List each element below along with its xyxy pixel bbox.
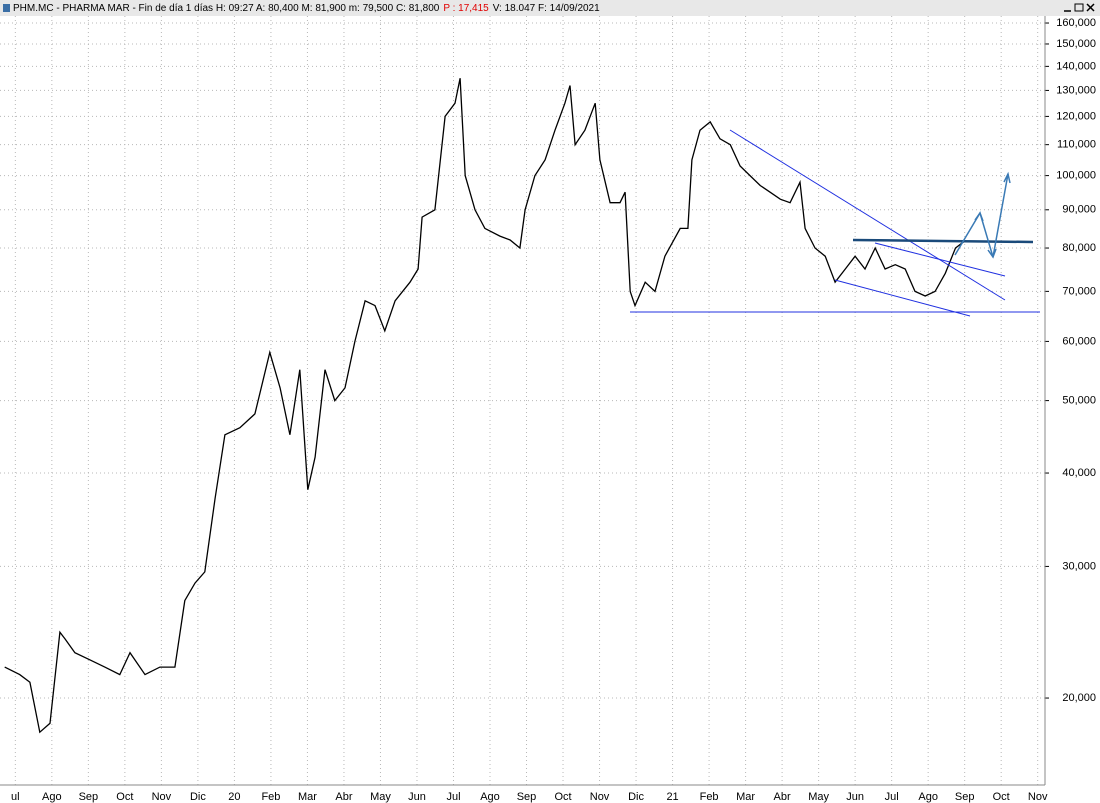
price-line bbox=[4, 78, 966, 734]
x-tick-label: Feb bbox=[700, 791, 719, 803]
x-tick-label: Oct bbox=[116, 791, 133, 803]
x-tick-label: Nov bbox=[152, 791, 172, 803]
title-footer: V: 18.047 F: 14/09/2021 bbox=[493, 3, 600, 14]
projection-arrow bbox=[954, 173, 1009, 258]
y-tick-label: 30,000 bbox=[1062, 560, 1096, 572]
x-tick-label: May bbox=[370, 791, 391, 803]
title-change: P : 17,415 bbox=[443, 3, 489, 14]
x-tick-label: Oct bbox=[554, 791, 571, 803]
x-tick-label: Mar bbox=[298, 791, 317, 803]
trendlines bbox=[630, 129, 1040, 317]
title-info: PHM.MC - PHARMA MAR - Fin de día 1 días … bbox=[13, 3, 440, 14]
x-tick-label: Jun bbox=[846, 791, 864, 803]
maximize-button[interactable] bbox=[1074, 3, 1084, 12]
x-tick-label: Mar bbox=[736, 791, 755, 803]
y-tick-label: 140,000 bbox=[1056, 60, 1096, 72]
y-tick-label: 100,000 bbox=[1056, 170, 1096, 182]
x-tick-label: Jul bbox=[885, 791, 899, 803]
x-tick-label: 21 bbox=[666, 791, 678, 803]
resistance-line bbox=[852, 238, 1034, 244]
x-tick-label: Nov bbox=[1028, 791, 1048, 803]
title-icon bbox=[3, 4, 10, 12]
x-tick-label: Abr bbox=[774, 791, 791, 803]
y-tick-label: 120,000 bbox=[1056, 110, 1096, 122]
y-tick-label: 130,000 bbox=[1056, 84, 1096, 96]
x-tick-label: Sep bbox=[955, 791, 975, 803]
y-tick-label: 150,000 bbox=[1056, 38, 1096, 50]
x-tick-label: 20 bbox=[228, 791, 240, 803]
y-tick-label: 110,000 bbox=[1057, 139, 1096, 151]
plot-area: 20,000 30,000 40,000 50,000 60,000 70,000 80,0… bbox=[0, 16, 1096, 803]
y-tick-label: 40,000 bbox=[1062, 467, 1096, 479]
title-bar bbox=[0, 0, 1100, 16]
chart-title: PHM.MC - PHARMA MAR - Fin de día 1 días … bbox=[13, 3, 600, 14]
x-tick-label: May bbox=[808, 791, 829, 803]
trendline bbox=[729, 129, 1006, 301]
x-tick-label: Sep bbox=[79, 791, 99, 803]
x-tick-label: Feb bbox=[261, 791, 280, 803]
x-tick-label: ul bbox=[11, 791, 20, 803]
x-tick-label: Dic bbox=[190, 791, 206, 803]
x-tick-label: Jul bbox=[446, 791, 460, 803]
x-tick-label: Sep bbox=[517, 791, 537, 803]
y-tick-label: 70,000 bbox=[1062, 285, 1096, 297]
arrow-heads bbox=[974, 171, 1011, 259]
x-tick-label: Nov bbox=[590, 791, 610, 803]
x-tick-label: Ago bbox=[42, 791, 62, 803]
x-tick-label: Oct bbox=[993, 791, 1010, 803]
y-tick-label: 160,000 bbox=[1056, 17, 1096, 29]
y-tick-label: 80,000 bbox=[1062, 242, 1096, 254]
x-tick-label: Ago bbox=[918, 791, 938, 803]
window-buttons[interactable] bbox=[1064, 3, 1095, 12]
y-tick-label: 20,000 bbox=[1062, 692, 1096, 704]
x-tick-label: Dic bbox=[628, 791, 644, 803]
close-button[interactable] bbox=[1086, 3, 1095, 12]
y-tick-label: 60,000 bbox=[1062, 335, 1096, 347]
y-tick-label: 90,000 bbox=[1062, 204, 1096, 216]
trendline bbox=[834, 279, 971, 317]
x-tick-label: Ago bbox=[480, 791, 500, 803]
trendline bbox=[874, 242, 1006, 277]
x-tick-label: Jun bbox=[408, 791, 426, 803]
y-tick-label: 50,000 bbox=[1062, 395, 1096, 407]
x-tick-label: Abr bbox=[335, 791, 352, 803]
